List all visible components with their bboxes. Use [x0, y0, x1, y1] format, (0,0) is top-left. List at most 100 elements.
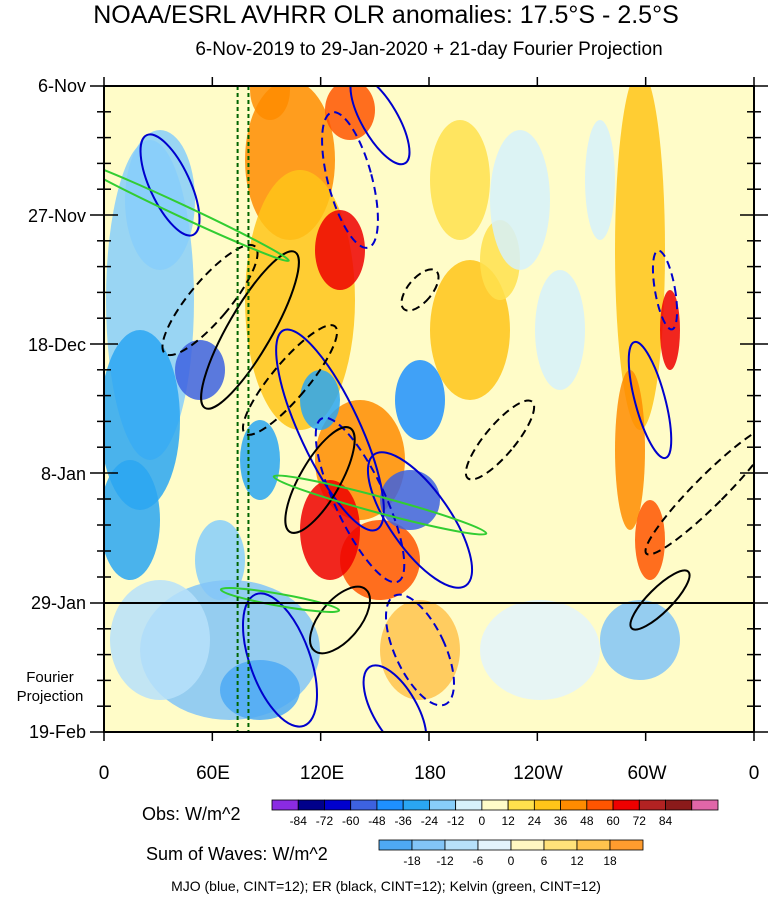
anomaly-region — [585, 120, 615, 240]
y-tick-label: 19-Feb — [28, 722, 86, 742]
waves-colorbar-label: 18 — [603, 854, 617, 868]
wave-contour — [651, 249, 679, 331]
waves-colorbar-swatch — [477, 839, 512, 851]
wave-contour — [309, 585, 371, 655]
anomaly-region — [195, 520, 245, 600]
obs-colorbar-label: 0 — [479, 814, 486, 828]
anomaly-region — [110, 580, 210, 700]
obs-colorbar-label: -84 — [290, 814, 308, 828]
anomaly-region — [615, 370, 645, 530]
anomaly-region — [430, 120, 490, 240]
anomaly-region — [315, 210, 365, 290]
obs-colorbar-label: -12 — [447, 814, 465, 828]
obs-colorbar-label: 36 — [554, 814, 568, 828]
wave-contour — [321, 111, 379, 249]
obs-colorbar-swatch — [324, 799, 352, 811]
wave-contour — [242, 592, 318, 728]
waves-colorbar-swatch — [444, 839, 479, 851]
x-tick-label: 0 — [748, 763, 760, 784]
obs-colorbar-swatch — [481, 799, 509, 811]
obs-colorbar-label: -36 — [395, 814, 413, 828]
obs-colorbar-swatch — [429, 799, 457, 811]
anomaly-region — [490, 130, 550, 270]
chart-subtitle: 6-Nov-2019 to 29-Jan-2020 + 21-day Fouri… — [195, 39, 663, 60]
wave-contour — [464, 399, 536, 481]
wave-contour — [219, 587, 341, 613]
obs-colorbar-swatch — [533, 799, 561, 811]
wave-contour — [349, 86, 411, 166]
y-tick-label: 29-Jan — [30, 593, 86, 613]
wave-contour — [362, 664, 428, 732]
y-tick-label: 18-Dec — [27, 335, 86, 355]
obs-colorbar-swatch — [350, 799, 378, 811]
waves-colorbar-label: 12 — [570, 854, 584, 868]
anomaly-region — [380, 600, 460, 700]
obs-colorbar-swatch — [455, 799, 483, 811]
waves-colorbar-swatch — [378, 839, 413, 851]
anomaly-region — [430, 260, 510, 400]
anomaly-region — [395, 360, 445, 440]
chart-footer: MJO (blue, CINT=12); ER (black, CINT=12)… — [171, 878, 601, 894]
obs-colorbar-swatch — [297, 799, 325, 811]
waves-colorbar-swatch — [609, 839, 644, 851]
obs-colorbar-label: -60 — [342, 814, 360, 828]
obs-colorbar-swatch — [271, 799, 299, 811]
wave-contour — [314, 416, 406, 584]
anomaly-region — [240, 420, 280, 500]
obs-colorbar-label: 72 — [633, 814, 647, 828]
anomaly-region — [125, 130, 195, 270]
y-tick-label: 6-Nov — [37, 76, 86, 96]
obs-colorbar-label: -24 — [421, 814, 439, 828]
waves-colorbar-swatch — [510, 839, 545, 851]
wave-contour — [161, 243, 259, 357]
waves-colorbar-label: 0 — [508, 854, 515, 868]
y-tick-label: 27-Nov — [27, 206, 86, 226]
x-tick-label: 180 — [414, 763, 446, 784]
waves-colorbar-label: -12 — [436, 854, 454, 868]
obs-colorbar-swatch — [612, 799, 640, 811]
wave-contour — [627, 340, 673, 460]
wave-contour — [272, 474, 488, 536]
wave-contour — [241, 324, 339, 436]
anomaly-region — [300, 480, 360, 580]
obs-colorbar-swatch — [376, 799, 404, 811]
obs-colorbar-swatch — [586, 799, 614, 811]
wave-contour — [139, 133, 201, 237]
chart-title: NOAA/ESRL AVHRR OLR anomalies: 17.5°S - … — [93, 1, 679, 29]
anomaly-region — [600, 600, 680, 680]
obs-colorbar-swatch — [402, 799, 430, 811]
obs-colorbar-swatch — [638, 799, 666, 811]
anomaly-region — [175, 340, 225, 400]
waves-colorbar-swatch — [411, 839, 446, 851]
obs-colorbar-swatch — [691, 799, 719, 811]
waves-colorbar-title: Sum of Waves: W/m^2 — [146, 844, 328, 864]
obs-colorbar-label: 12 — [501, 814, 515, 828]
obs-colorbar-label: 24 — [528, 814, 542, 828]
projection-label: Fourier Projection — [16, 669, 84, 705]
obs-colorbar-label: 48 — [580, 814, 594, 828]
anomaly-region — [250, 86, 290, 120]
wave-contour — [284, 426, 356, 534]
wave-contour — [104, 157, 290, 263]
obs-colorbar-label: 84 — [659, 814, 673, 828]
anomaly-region — [535, 270, 585, 390]
anomaly-region — [480, 600, 600, 700]
x-tick-label: 120E — [299, 763, 345, 784]
waves-colorbar-swatch — [576, 839, 611, 851]
wave-contour — [384, 593, 456, 707]
y-tick-label: 8-Jan — [40, 464, 86, 484]
x-tick-label: 0 — [98, 763, 110, 784]
anomaly-region — [104, 460, 160, 580]
wave-contour — [629, 569, 691, 631]
obs-colorbar-label: -72 — [316, 814, 334, 828]
obs-colorbar-label: -48 — [368, 814, 386, 828]
obs-colorbar-swatch — [560, 799, 588, 811]
obs-colorbar-title: Obs: W/m^2 — [142, 804, 241, 824]
waves-colorbar-label: -6 — [473, 854, 484, 868]
obs-colorbar-label: 60 — [606, 814, 620, 828]
waves-colorbar-label: 6 — [541, 854, 548, 868]
wave-contour — [200, 250, 300, 410]
waves-colorbar-label: -18 — [403, 854, 421, 868]
obs-colorbar-swatch — [665, 799, 693, 811]
